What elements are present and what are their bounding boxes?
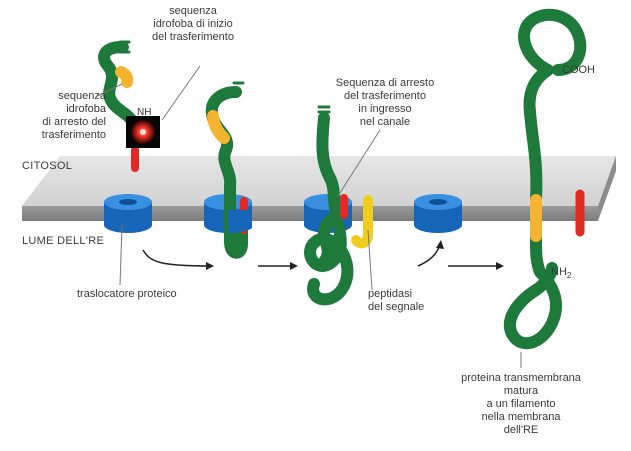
translocator-2-front [228, 210, 252, 234]
mature-protein-line-1: proteina transmembrana [461, 372, 581, 384]
translocator-1 [104, 194, 152, 233]
mature-protein-line-4: nella membrana [481, 411, 561, 423]
nh2-label: NH2 [551, 266, 571, 282]
stop-transfer-entering-line-4: nel canale [359, 116, 411, 128]
nh-partial-label: NH [137, 107, 152, 118]
signal-peptidase-line-1: peptidasi [368, 288, 413, 300]
highlight-marker [126, 116, 160, 148]
start-transfer-line-3: del trasferimento [152, 31, 234, 43]
mature-protein [504, 8, 587, 350]
cooh-label: COOH [562, 64, 595, 76]
stop-transfer-entering-line-2: del trasferimento [344, 90, 426, 102]
translocator-label: traslocatore proteico [77, 288, 177, 300]
mature-protein-line-5: dell'RE [503, 424, 539, 436]
hydrophobic-stop-line-2: idrofoba [66, 103, 106, 115]
nascent-chain-3 [304, 105, 354, 306]
stop-transfer-entering-line-3: in ingresso [358, 103, 412, 115]
er-lumen-label: LUME DELL'RE [22, 235, 105, 247]
hydrophobic-stop-line-4: trasferimento [41, 129, 106, 141]
stop-transfer-entering-line-1: Sequenza di arresto [335, 77, 435, 89]
hydrophobic-stop-line-3: di arresto del [42, 116, 106, 128]
hydrophobic-stop-line-1: sequenza [58, 90, 106, 102]
nh2-subscript: 2 [566, 271, 572, 281]
hydrophobic-stop-label: sequenza idrofoba di arresto del trasfer… [10, 90, 106, 142]
start-transfer-line-1: sequenza [169, 5, 217, 17]
start-transfer-label: sequenza idrofoba di inizio del trasferi… [138, 5, 248, 44]
mature-protein-label: proteina transmembrana matura a un filam… [446, 372, 596, 437]
signal-peptidase-line-2: del segnale [368, 301, 425, 313]
mature-protein-line-3: a un filamento [486, 398, 556, 410]
stop-transfer-entering-label: Sequenza di arresto del trasferimento in… [330, 77, 440, 129]
leader-lines [97, 65, 522, 368]
process-arrows [142, 240, 504, 270]
nh2-text: NH [551, 266, 567, 278]
signal-peptidase-label: peptidasi del segnale [368, 288, 424, 314]
start-transfer-line-2: idrofoba di inizio [153, 18, 233, 30]
nascent-chain-1 [98, 40, 140, 172]
translocator-4 [414, 194, 462, 233]
cytosol-label: CITOSOL [22, 160, 73, 172]
mature-protein-line-2: matura [503, 385, 539, 397]
